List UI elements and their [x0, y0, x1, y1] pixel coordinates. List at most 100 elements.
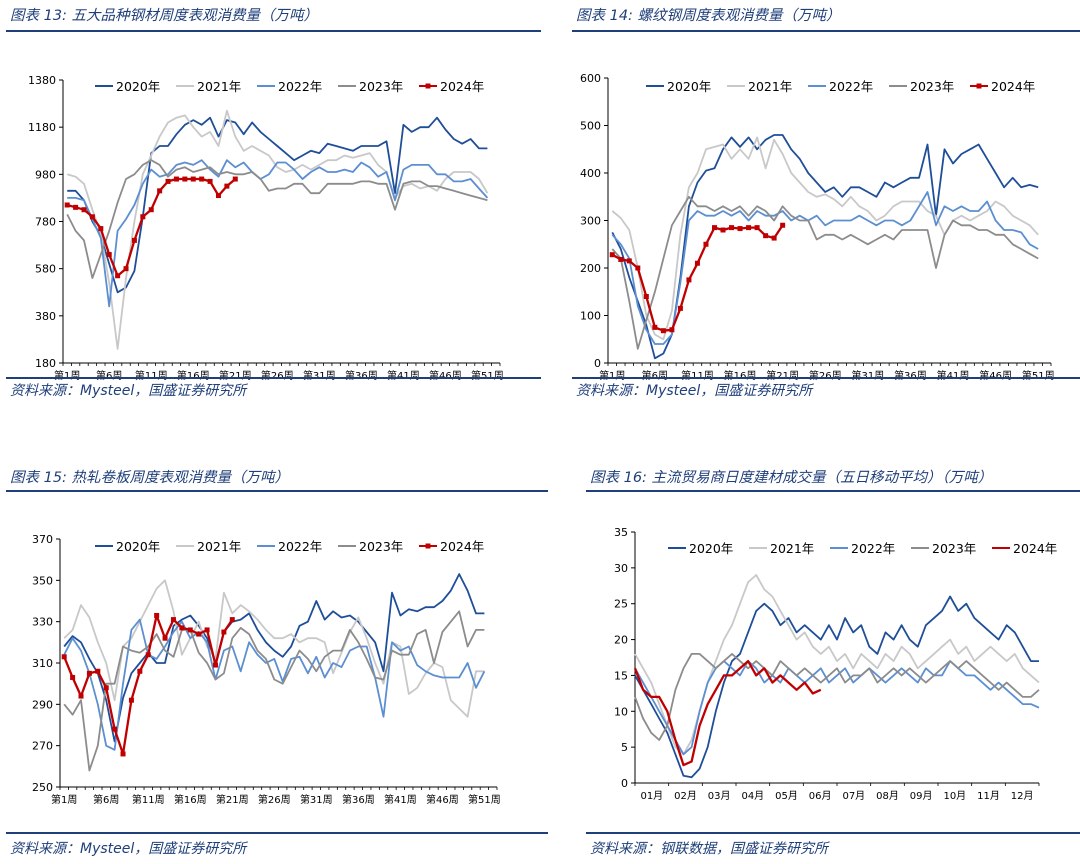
series-marker-2024 [120, 751, 126, 757]
series-marker-2024 [86, 670, 92, 676]
series-marker-2024 [660, 328, 666, 334]
series-marker-2024 [711, 225, 717, 231]
series-marker-2024 [694, 260, 700, 266]
series-marker-2024 [652, 324, 658, 330]
series-marker-2024 [137, 668, 143, 674]
x-tick-label: 第26周 [809, 369, 842, 382]
source-divider [6, 832, 548, 834]
legend-label: 2023年 [932, 541, 976, 556]
series-marker-2024 [64, 202, 70, 208]
y-tick-label: 780 [35, 216, 56, 229]
legend-label: 2024年 [991, 79, 1035, 94]
y-tick-label: 380 [35, 310, 56, 323]
y-tick-label: 350 [32, 574, 53, 587]
series-marker-2024 [157, 188, 163, 194]
series-marker-2024 [103, 685, 109, 691]
x-tick-label: 第51周 [1022, 369, 1055, 382]
series-marker-2024 [170, 617, 176, 623]
legend-label: 2022年 [278, 79, 322, 94]
series-marker-2024 [131, 237, 137, 243]
x-tick-label: 第36周 [894, 369, 927, 382]
series-line-2023 [611, 195, 1039, 350]
series-marker-2024 [162, 635, 168, 641]
source-divider [572, 377, 1080, 379]
y-tick-label: 580 [35, 263, 56, 276]
x-tick-label: 第31周 [303, 369, 336, 382]
x-tick-label: 第31周 [851, 369, 884, 382]
x-tick-label: 第41周 [384, 793, 417, 806]
legend-label: 2023年 [359, 539, 403, 554]
x-tick-label: 03月 [708, 790, 731, 802]
legend-label: 2020年 [667, 79, 711, 94]
y-tick-label: 0 [621, 777, 628, 790]
series-marker-2024 [98, 226, 104, 232]
series-marker-2024 [232, 176, 238, 182]
series-line-2023 [66, 159, 488, 280]
series-marker-2024 [140, 214, 146, 220]
series-line-2024 [63, 614, 234, 756]
series-marker-2024 [763, 233, 769, 239]
series-marker-2024 [677, 305, 683, 311]
series-marker-2024 [207, 178, 213, 184]
y-tick-label: 180 [35, 357, 56, 370]
series-marker-2024 [635, 265, 641, 271]
y-tick-label: 5 [621, 741, 628, 754]
series-line-2022 [67, 159, 489, 308]
y-tick-label: 200 [580, 262, 601, 275]
series-line-2024 [66, 177, 237, 277]
x-tick-label: 第11周 [132, 793, 165, 806]
y-tick-label: 30 [614, 562, 628, 575]
series-marker-2024 [626, 258, 632, 264]
series-marker-2024 [729, 225, 735, 231]
series-line-2024 [633, 659, 822, 767]
legend-label: 2020年 [116, 79, 160, 94]
chart-panel-trader-volume: 图表 16: 主流贸易商日度建材成交量（五日移动平均）（万吨） 0 5 10 15 20… [580, 462, 1080, 864]
series-marker-2024 [737, 226, 743, 232]
series-marker-2024 [106, 252, 112, 258]
legend-label: 2021年 [197, 79, 241, 94]
x-tick-label: 01月 [640, 790, 663, 802]
line-chart: 250270290310330350370第1周 第6周 第11周 第16周 第21周第… [32, 533, 501, 806]
legend-label: 2023年 [910, 79, 954, 94]
series-marker-2024 [215, 193, 221, 199]
series-line-2024 [611, 224, 784, 332]
series-line-2021 [611, 136, 1039, 341]
series-marker-2024 [229, 617, 235, 623]
series-line-2020 [611, 134, 1039, 360]
y-tick-label: 10 [614, 705, 628, 718]
source-note: 资料来源：Mysteel，国盛证券研究所 [10, 383, 247, 399]
series-marker-2024 [112, 726, 118, 732]
y-tick-label: 370 [32, 533, 53, 546]
x-tick-label: 第41周 [387, 369, 420, 382]
line-chart: 18038058078098011801380第1周第6周第11周第16周第21… [28, 74, 504, 382]
title-underline [572, 30, 1080, 32]
series-marker-2024 [199, 176, 205, 182]
legend-label: 2024年 [440, 539, 484, 554]
y-tick-label: 270 [32, 740, 53, 753]
chart-panel-steel-five: 图表 13: 五大品种钢材周度表观消费量（万吨） 180 380 580 780 980… [0, 0, 545, 405]
source-divider [586, 832, 1080, 834]
x-tick-label: 08月 [876, 790, 899, 802]
series-marker-2024 [204, 627, 210, 633]
series-marker-2024 [212, 662, 218, 668]
x-tick-label: 第31周 [300, 793, 333, 806]
series-marker-2024 [70, 674, 76, 680]
legend-label: 2020年 [116, 539, 160, 554]
series-marker-2024 [196, 631, 202, 637]
x-tick-label: 第6周 [93, 793, 119, 806]
y-tick-label: 300 [580, 215, 601, 228]
source-divider [6, 377, 541, 379]
x-tick-label: 第46周 [979, 369, 1012, 382]
legend-marker [425, 543, 431, 549]
legend-label: 2022年 [278, 539, 322, 554]
series-marker-2024 [148, 207, 154, 213]
series-marker-2024 [73, 204, 79, 210]
series-marker-2024 [145, 652, 151, 658]
series-marker-2024 [154, 612, 160, 618]
legend-label: 2021年 [770, 541, 814, 556]
series-marker-2024 [115, 273, 121, 279]
y-tick-label: 500 [580, 120, 601, 133]
source-note: 资料来源：钢联数据，国盛证券研究所 [590, 841, 828, 857]
legend-label: 2022年 [829, 79, 873, 94]
title-underline [6, 30, 541, 32]
